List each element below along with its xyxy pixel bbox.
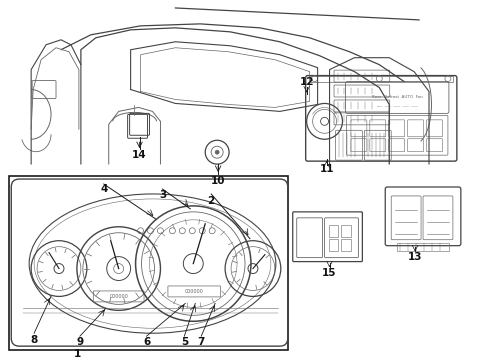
Text: 10: 10 — [211, 176, 225, 186]
Bar — [342, 239, 351, 251]
Text: Rear  Defrost  AUTO  Fan: Rear Defrost AUTO Fan — [372, 95, 422, 99]
Text: 2: 2 — [208, 196, 215, 206]
Bar — [342, 225, 351, 237]
Bar — [329, 239, 339, 251]
Text: 11: 11 — [319, 164, 334, 174]
Text: 5: 5 — [181, 337, 188, 347]
Bar — [329, 225, 339, 237]
Bar — [397, 243, 449, 251]
Text: 000000: 000000 — [185, 289, 204, 294]
Bar — [310, 76, 453, 82]
Text: ___  ___  ___  ___  ___: ___ ___ ___ ___ ___ — [376, 103, 418, 107]
Text: 7: 7 — [197, 337, 205, 347]
Text: 000000: 000000 — [109, 294, 128, 299]
Text: 4: 4 — [100, 184, 107, 194]
Circle shape — [215, 150, 219, 154]
Bar — [9, 176, 288, 350]
Text: 14: 14 — [132, 150, 147, 160]
Text: 9: 9 — [76, 337, 83, 347]
Text: 15: 15 — [322, 267, 337, 278]
Text: 1: 1 — [74, 349, 81, 359]
Text: 13: 13 — [408, 252, 422, 262]
Text: 8: 8 — [30, 335, 38, 345]
Text: 3: 3 — [159, 190, 166, 200]
Text: 6: 6 — [143, 337, 150, 347]
Text: 12: 12 — [299, 77, 314, 86]
